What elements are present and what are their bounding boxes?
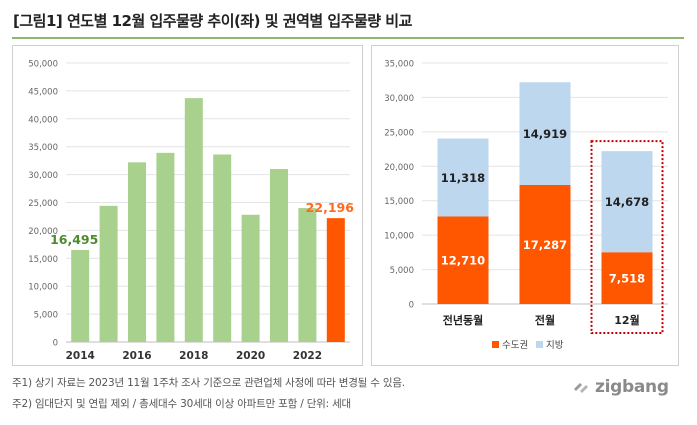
y-tick-label: 10,000 [384, 232, 414, 242]
stack-segment [519, 82, 571, 185]
y-tick-label: 30,000 [384, 94, 414, 104]
category-label: 전년동월 [443, 313, 483, 327]
y-tick-label: 5,000 [390, 266, 414, 276]
stack-segment [437, 138, 489, 217]
stack-segment [601, 151, 653, 253]
y-tick-label: 30,000 [28, 171, 58, 181]
year-bar [326, 218, 345, 342]
zigbang-logo: zigbang [571, 377, 669, 397]
y-tick-label: 50,000 [28, 60, 58, 70]
legend-label: 지방 [546, 340, 564, 351]
segment-label: 7,518 [609, 272, 645, 286]
x-tick-label: 2022 [293, 350, 322, 362]
y-tick-label: 5,000 [34, 311, 58, 321]
stack-segment [437, 216, 489, 304]
x-tick-label: 2018 [179, 350, 208, 362]
segment-label: 14,919 [523, 127, 567, 141]
y-tick-label: 15,000 [28, 255, 58, 265]
category-label: 12월 [614, 313, 639, 327]
footnote-2: 주2) 임대단지 및 연립 제외 / 총세대수 30세대 이상 아파트만 포함 … [12, 398, 352, 410]
year-bar [71, 249, 90, 342]
highlight-box [590, 140, 664, 334]
yearly-chart-panel: 0 5,000 10,000 15,000 20,000 25,000 30,000 35,0… [12, 45, 363, 366]
stack-segment [601, 252, 653, 304]
y-tick-label: 20,000 [384, 163, 414, 173]
year-bar [184, 98, 203, 343]
regional-comparison-chart: 0 5,000 10,000 15,000 20,000 25,000 30,000 35,0… [384, 60, 668, 351]
segment-label: 14,678 [605, 195, 649, 209]
year-bar [270, 169, 288, 342]
category-label: 전월 [535, 313, 555, 327]
logo-text: zigbang [595, 377, 669, 397]
y-tick-label: 25,000 [28, 199, 58, 209]
segment-label: 11,318 [441, 171, 485, 185]
yearly-december-chart: 0 5,000 10,000 15,000 20,000 25,000 30,000 35,0… [28, 60, 355, 363]
y-tick-label: 0 [409, 301, 414, 311]
legend-swatch [536, 341, 543, 348]
y-tick-label: 40,000 [28, 115, 58, 125]
segment-label: 17,287 [523, 238, 567, 252]
regional-chart-panel: 0 5,000 10,000 15,000 20,000 25,000 30,000 35,0… [371, 45, 679, 366]
legend-label: 수도권 [502, 339, 528, 351]
x-tick-label: 2014 [66, 350, 95, 362]
figure-title: [그림1] 연도별 12월 입주물량 추이(좌) 및 권역별 입주물량 비교 [13, 12, 412, 30]
y-tick-label: 35,000 [384, 60, 414, 70]
year-bar [241, 214, 260, 342]
data-label: 16,495 [50, 232, 98, 247]
year-bar [99, 205, 118, 342]
y-tick-label: 20,000 [28, 227, 58, 237]
y-tick-label: 15,000 [384, 197, 414, 207]
year-bar [298, 208, 317, 342]
footnote-1: 주1) 상기 자료는 2023년 11월 1주차 조사 기준으로 관련업체 사정… [12, 377, 405, 389]
year-bar [213, 154, 232, 342]
y-tick-label: 25,000 [384, 128, 414, 138]
legend-swatch [492, 341, 499, 348]
x-tick-label: 2020 [236, 350, 265, 362]
y-tick-label: 10,000 [28, 283, 58, 293]
zigbang-logo-icon [574, 383, 588, 393]
segment-label: 12,710 [441, 254, 485, 268]
title-underline [12, 37, 684, 39]
x-tick-label: 2016 [122, 350, 151, 362]
data-label: 22,196 [306, 200, 355, 215]
y-tick-label: 35,000 [28, 143, 58, 153]
year-bar [156, 152, 175, 342]
y-tick-label: 0 [53, 339, 58, 349]
year-bar [128, 162, 146, 342]
y-tick-label: 45,000 [28, 87, 58, 97]
stack-segment [519, 184, 571, 304]
